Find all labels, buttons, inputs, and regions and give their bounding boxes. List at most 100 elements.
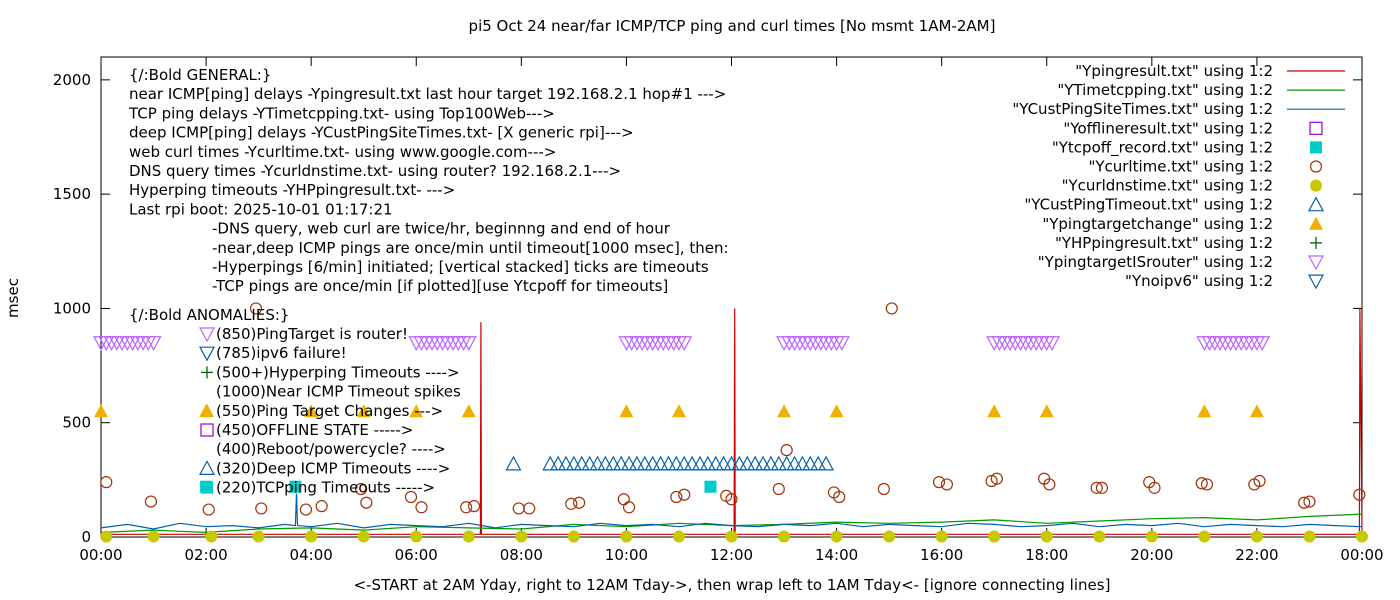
y-tick-label: 1000 [53,299,91,317]
data-point-ycustpingtimeout.txt-using-1-2 [723,455,740,471]
data-point-ycurltime.txt-using-1-2 [315,500,328,513]
annotation-anomaly-line: (450)OFFLINE STATE -----> [216,421,413,439]
data-point-ycurltime.txt-using-1-2 [255,502,268,515]
data-point-ycustpingtimeout.txt-using-1-2 [636,455,653,471]
annotation-general-line: TCP ping delays -YTimetcpping.txt- using… [128,104,555,122]
data-point-ycustpingtimeout.txt-using-1-2 [542,455,559,471]
annotation-general-line: deep ICMP[ping] delays -YCustPingSiteTim… [129,124,634,142]
annotation-general-line: {/:Bold GENERAL:} [129,66,271,84]
data-point-ycurltime.txt-using-1-2 [404,490,418,504]
x-tick-label: 02:00 [184,546,227,564]
data-point-ycustpingtimeout.txt-using-1-2 [810,455,827,471]
data-point-ypingtargetisrouter-using-1-2 [676,336,693,351]
data-point-ycurltime.txt-using-1-2 [990,472,1003,485]
data-point-ycustpingtimeout.txt-using-1-2 [589,455,606,471]
legend-swatch [1310,141,1322,154]
series-line-ycustpingsitetimes.txt-using-1-2 [100,493,1363,530]
data-point-ycurldnstime.txt-using-1-2 [567,530,580,543]
data-point-ycustpingtimeout.txt-using-1-2 [691,455,708,471]
data-point-ycurltime.txt-using-1-2 [360,496,373,509]
annotation-marker [201,366,213,379]
annotation-anomaly-line: (320)Deep ICMP Timeouts ----> [216,459,450,477]
data-point-ycurltime.txt-using-1-2 [877,482,890,496]
series-line-ytimetcpping.txt-using-1-2 [100,513,1363,534]
annotation-anomaly-line: (850)PingTarget is router! [216,325,408,343]
data-point-ycustpingtimeout.txt-using-1-2 [644,455,661,471]
annotation-note-line: -near,deep ICMP pings are once/min until… [212,239,729,257]
annotation-anomaly-line: (785)ipv6 failure! [216,344,347,362]
annotation-marker [198,460,216,475]
data-point-ypingtargetchange-using-1-2 [94,404,108,418]
annotation-marker [200,403,214,417]
data-point-ycurldnstime.txt-using-1-2 [1250,530,1263,543]
data-point-ycurltime.txt-using-1-2 [202,503,215,516]
data-point-ycustpingtimeout.txt-using-1-2 [676,455,693,471]
data-point-ycurltime.txt-using-1-2 [1195,477,1208,490]
annotation-general-line: Last rpi boot: 2025-10-01 01:17:21 [129,200,393,218]
legend-label: "Ycurltime.txt" using 1:2 [1088,158,1273,176]
legend-label: "Ypingresult.txt" using 1:2 [1075,62,1273,80]
annotation-marker [198,346,216,362]
data-point-ycustpingtimeout.txt-using-1-2 [628,455,645,471]
data-point-ycurltime.txt-using-1-2 [678,488,691,501]
x-tick-label: 14:00 [815,546,858,564]
data-point-ycustpingtimeout.txt-using-1-2 [581,455,598,471]
chart-title: pi5 Oct 24 near/far ICMP/TCP ping and cu… [469,17,996,35]
data-point-ycustpingtimeout.txt-using-1-2 [613,455,630,471]
data-point-ycustpingtimeout.txt-using-1-2 [668,455,685,471]
data-point-ycurldnstime.txt-using-1-2 [252,530,265,543]
data-point-ycurldnstime.txt-using-1-2 [935,530,948,543]
data-point-ycurldnstime.txt-using-1-2 [725,530,738,543]
data-point-ycurltime.txt-using-1-2 [1090,481,1103,494]
annotation-anomaly-line: (1000)Near ICMP Timeout spikes [216,383,461,401]
annotation-general-line: near ICMP[ping] delays -Ypingresult.txt … [129,85,726,103]
x-tick-label: 20:00 [1130,546,1173,564]
data-point-ycurltime.txt-using-1-2 [885,302,898,315]
data-point-ycurltime.txt-using-1-2 [780,444,793,457]
data-point-ycurldnstime.txt-using-1-2 [1356,530,1368,543]
legend-label: "Ypingtargetchange" using 1:2 [1042,215,1273,233]
data-point-ypingtargetchange-using-1-2 [356,404,371,418]
data-point-ycurltime.txt-using-1-2 [622,501,636,514]
annotation-note-line: -Hyperpings [6/min] initiated; [vertical… [212,258,709,276]
data-point-ycustpingtimeout.txt-using-1-2 [802,455,819,471]
data-point-ypingtargetchange-using-1-2 [671,404,686,418]
legend-swatch [1310,179,1322,192]
data-point-ycustpingtimeout.txt-using-1-2 [778,455,795,471]
x-tick-label: 12:00 [710,546,753,564]
data-point-ycustpingtimeout.txt-using-1-2 [660,455,677,471]
data-point-ycustpingtimeout.txt-using-1-2 [818,455,835,471]
annotation-marker [201,481,213,494]
annotation-note-line: -TCP pings are once/min [if plotted][use… [212,277,668,295]
data-point-ycurltime.txt-using-1-2 [573,496,586,509]
data-point-ycurltime.txt-using-1-2 [940,478,954,491]
legend-swatch [1309,216,1323,230]
data-point-ycustpingtimeout.txt-using-1-2 [557,455,574,471]
data-point-ycurldnstime.txt-using-1-2 [830,530,843,543]
legend-swatch [1307,196,1325,212]
data-point-ycustpingtimeout.txt-using-1-2 [621,455,638,471]
plot-area: 0 500 1000 1500 2000 00:00 02:00 04:00 06:00 08:0… [53,56,1384,564]
annotation-anomaly-line: (550)Ping Target Changes ---> [216,402,443,420]
data-point-ypingtargetisrouter-using-1-2 [833,336,850,351]
annotation-marker [200,423,214,437]
data-point-ypingtargetchange-using-1-2 [1197,404,1212,418]
data-point-ycurltime.txt-using-1-2 [833,490,846,504]
data-point-ycurltime.txt-using-1-2 [565,497,578,510]
x-tick-label: 04:00 [290,546,333,564]
data-point-ycurltime.txt-using-1-2 [1200,478,1214,491]
data-point-ycustpingtimeout.txt-using-1-2 [707,455,724,471]
data-point-ypingtargetchange-using-1-2 [777,404,792,418]
data-point-ypingtargetchange-using-1-2 [829,404,844,418]
data-point-ycurldnstime.txt-using-1-2 [410,530,423,543]
data-point-ycustpingtimeout.txt-using-1-2 [565,455,582,471]
legend-label: "Ytcpoff_record.txt" using 1:2 [1052,138,1273,157]
x-tick-label: 00:00 [1340,546,1383,564]
data-point-ycurltime.txt-using-1-2 [932,476,946,489]
data-point-ycustpingtimeout.txt-using-1-2 [794,455,811,471]
legend-swatch [1307,255,1325,271]
data-point-ypingtargetchange-using-1-2 [619,404,634,418]
data-point-ycurltime.txt-using-1-2 [467,500,481,513]
data-point-ycurltime.txt-using-1-2 [100,476,113,489]
legend-label: "YCustPingSiteTimes.txt" using 1:2 [1012,100,1273,118]
